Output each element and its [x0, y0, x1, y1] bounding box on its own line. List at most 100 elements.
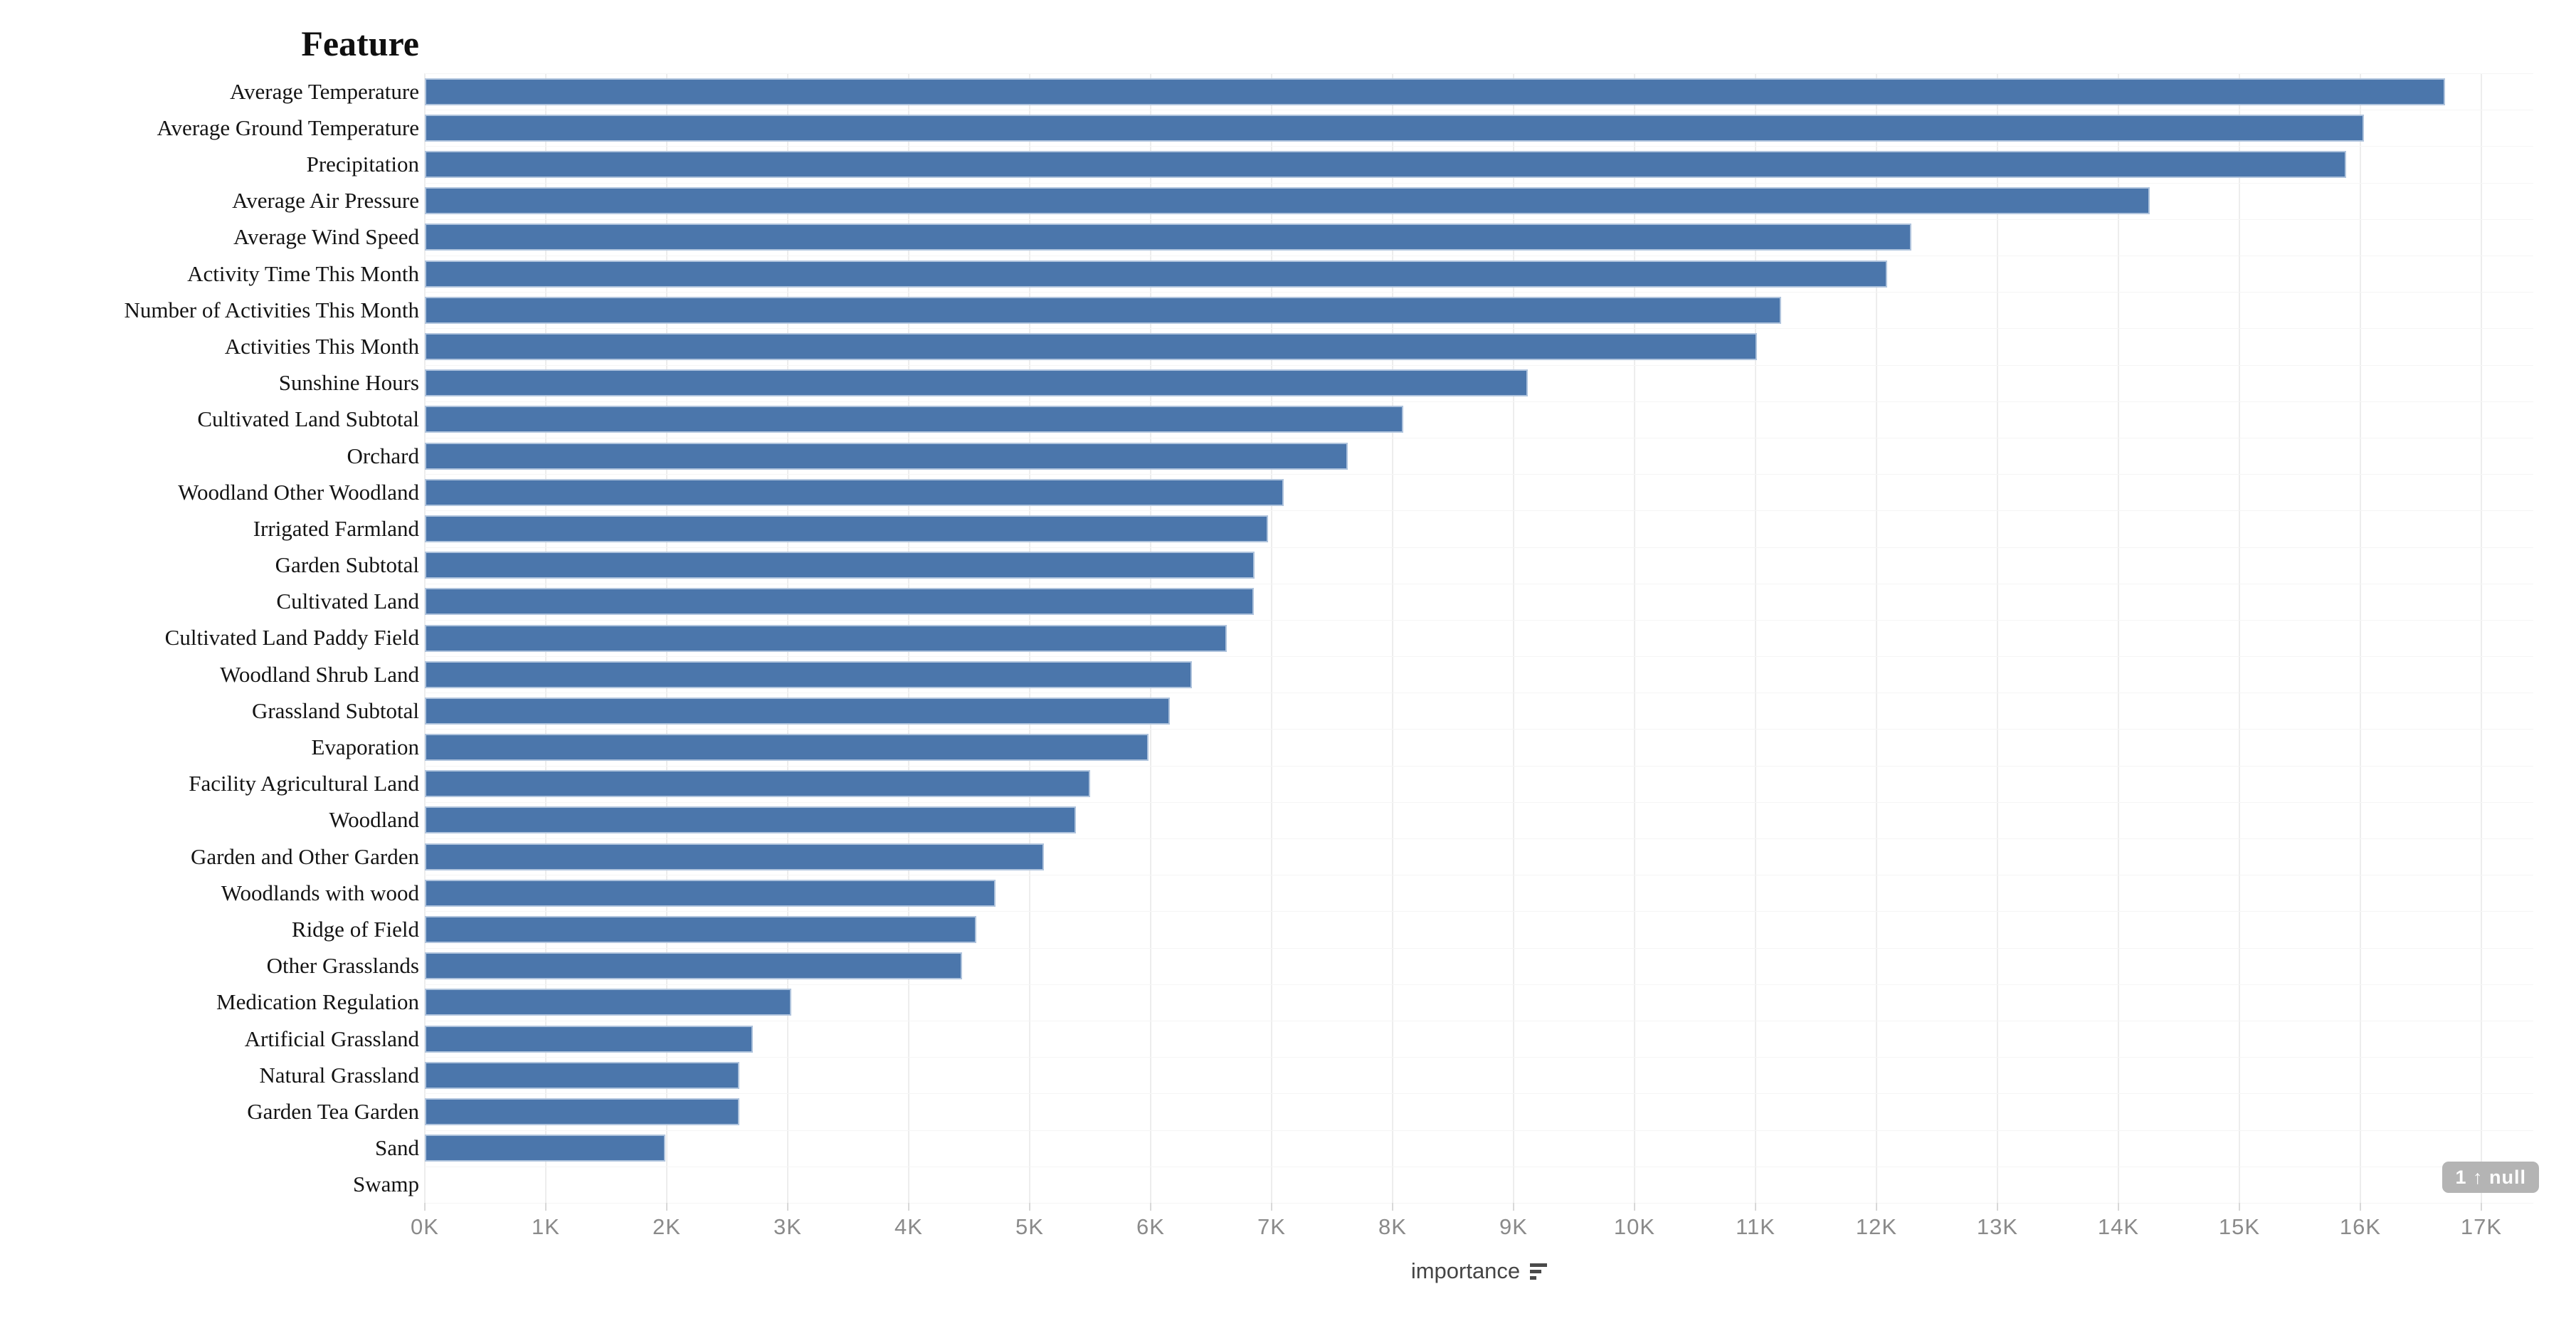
importance-bar[interactable] — [425, 478, 1284, 506]
importance-bar[interactable] — [425, 588, 1254, 616]
gridline — [1997, 73, 1998, 1203]
importance-bar[interactable] — [425, 515, 1268, 542]
importance-bar[interactable] — [425, 952, 962, 980]
category-label[interactable]: Other Grasslands — [266, 953, 419, 979]
tick-mark — [2239, 1203, 2240, 1211]
category-label[interactable]: Cultivated Land Paddy Field — [164, 625, 419, 651]
importance-bar[interactable] — [425, 150, 2346, 178]
category-label[interactable]: Sunshine Hours — [278, 370, 419, 396]
category-label[interactable]: Ridge of Field — [291, 917, 419, 942]
tick-mark — [908, 1203, 909, 1211]
importance-bar[interactable] — [425, 369, 1529, 397]
x-tick-label: 6K — [1136, 1214, 1165, 1239]
importance-bar[interactable] — [425, 1025, 753, 1053]
category-label[interactable]: Grassland Subtotal — [251, 698, 419, 723]
importance-bar[interactable] — [425, 734, 1149, 762]
x-tick-label: 16K — [2339, 1214, 2382, 1239]
category-label[interactable]: Facility Agricultural Land — [189, 771, 419, 796]
row-separator — [425, 1130, 2533, 1131]
importance-bar[interactable] — [425, 843, 1045, 870]
category-label[interactable]: Swamp — [353, 1172, 419, 1197]
category-label[interactable]: Natural Grassland — [259, 1062, 419, 1088]
importance-bar[interactable] — [425, 1135, 666, 1162]
category-label[interactable]: Woodland — [329, 807, 419, 833]
x-tick-label: 0K — [411, 1214, 439, 1239]
x-axis-title: importance — [1410, 1258, 1521, 1283]
importance-bar[interactable] — [425, 260, 1888, 288]
category-label[interactable]: Garden Tea Garden — [247, 1099, 419, 1124]
importance-bar[interactable] — [425, 187, 2150, 215]
tick-mark — [1634, 1203, 1635, 1211]
category-label[interactable]: Average Ground Temperature — [157, 115, 419, 140]
category-label[interactable]: Orchard — [347, 443, 419, 468]
row-separator — [425, 948, 2533, 949]
gridline — [2118, 73, 2119, 1203]
gridline — [1513, 73, 1514, 1203]
row-separator — [425, 365, 2533, 366]
category-label[interactable]: Average Air Pressure — [232, 188, 419, 214]
x-tick-label: 1K — [532, 1214, 560, 1239]
importance-bar[interactable] — [425, 624, 1228, 652]
tick-mark — [545, 1203, 547, 1211]
importance-bar[interactable] — [425, 770, 1090, 798]
tick-mark — [1150, 1203, 1151, 1211]
category-label[interactable]: Cultivated Land Subtotal — [197, 406, 419, 432]
importance-bar[interactable] — [425, 552, 1255, 579]
tick-mark — [2118, 1203, 2119, 1211]
category-label[interactable]: Woodlands with wood — [221, 880, 419, 905]
tick-mark — [2481, 1203, 2482, 1211]
importance-bar[interactable] — [425, 660, 1192, 688]
row-separator — [425, 547, 2533, 548]
x-tick-label: 7K — [1257, 1214, 1286, 1239]
category-label[interactable]: Artificial Grassland — [244, 1026, 419, 1051]
importance-bar[interactable] — [425, 1098, 739, 1126]
row-separator — [425, 183, 2533, 184]
category-label[interactable]: Activities This Month — [224, 333, 419, 359]
importance-bar[interactable] — [425, 296, 1781, 324]
importance-bar[interactable] — [425, 879, 996, 907]
category-label[interactable]: Activity Time This Month — [187, 260, 419, 286]
importance-bar[interactable] — [425, 806, 1076, 834]
null-values-indicator[interactable]: 1 ↑ null — [2442, 1162, 2539, 1193]
tick-mark — [2360, 1203, 2361, 1211]
tick-mark — [666, 1203, 667, 1211]
importance-bar[interactable] — [425, 989, 792, 1016]
x-tick-label: 14K — [2097, 1214, 2140, 1239]
category-label[interactable]: Number of Activities This Month — [124, 297, 419, 322]
category-label[interactable]: Sand — [375, 1135, 419, 1161]
category-label[interactable]: Woodland Other Woodland — [178, 479, 419, 505]
sort-descending-icon[interactable] — [1530, 1263, 1548, 1280]
row-separator — [425, 474, 2533, 475]
x-axis-title-row: importance — [425, 1258, 2533, 1284]
importance-bar[interactable] — [425, 1061, 739, 1089]
category-label[interactable]: Irrigated Farmland — [253, 515, 419, 541]
importance-bar[interactable] — [425, 406, 1404, 433]
y-axis-field-title: Feature — [301, 23, 419, 63]
importance-bar[interactable] — [425, 114, 2365, 142]
importance-bar[interactable] — [425, 78, 2445, 105]
x-tick-label: 3K — [774, 1214, 802, 1239]
importance-bar[interactable] — [425, 442, 1348, 470]
gridline — [1392, 73, 1393, 1203]
importance-bar[interactable] — [425, 223, 1912, 251]
row-separator — [425, 1093, 2533, 1094]
row-separator — [425, 1057, 2533, 1058]
category-label[interactable]: Medication Regulation — [216, 989, 419, 1015]
category-label[interactable]: Precipitation — [306, 151, 419, 177]
category-label[interactable]: Garden Subtotal — [275, 552, 419, 578]
importance-bar[interactable] — [425, 916, 977, 944]
category-label[interactable]: Evaporation — [311, 735, 419, 760]
category-label[interactable]: Average Temperature — [229, 78, 419, 104]
category-label[interactable]: Cultivated Land — [276, 589, 419, 614]
row-separator — [425, 766, 2533, 767]
category-label[interactable]: Garden and Other Garden — [190, 843, 419, 869]
row-separator — [425, 510, 2533, 511]
category-label[interactable]: Woodland Shrub Land — [220, 661, 419, 687]
category-label[interactable]: Average Wind Speed — [233, 224, 419, 250]
x-tick-label: 10K — [1613, 1214, 1656, 1239]
importance-bar[interactable] — [425, 332, 1757, 360]
importance-bar[interactable] — [425, 697, 1171, 725]
gridline — [1755, 73, 1756, 1203]
gridline — [1634, 73, 1635, 1203]
